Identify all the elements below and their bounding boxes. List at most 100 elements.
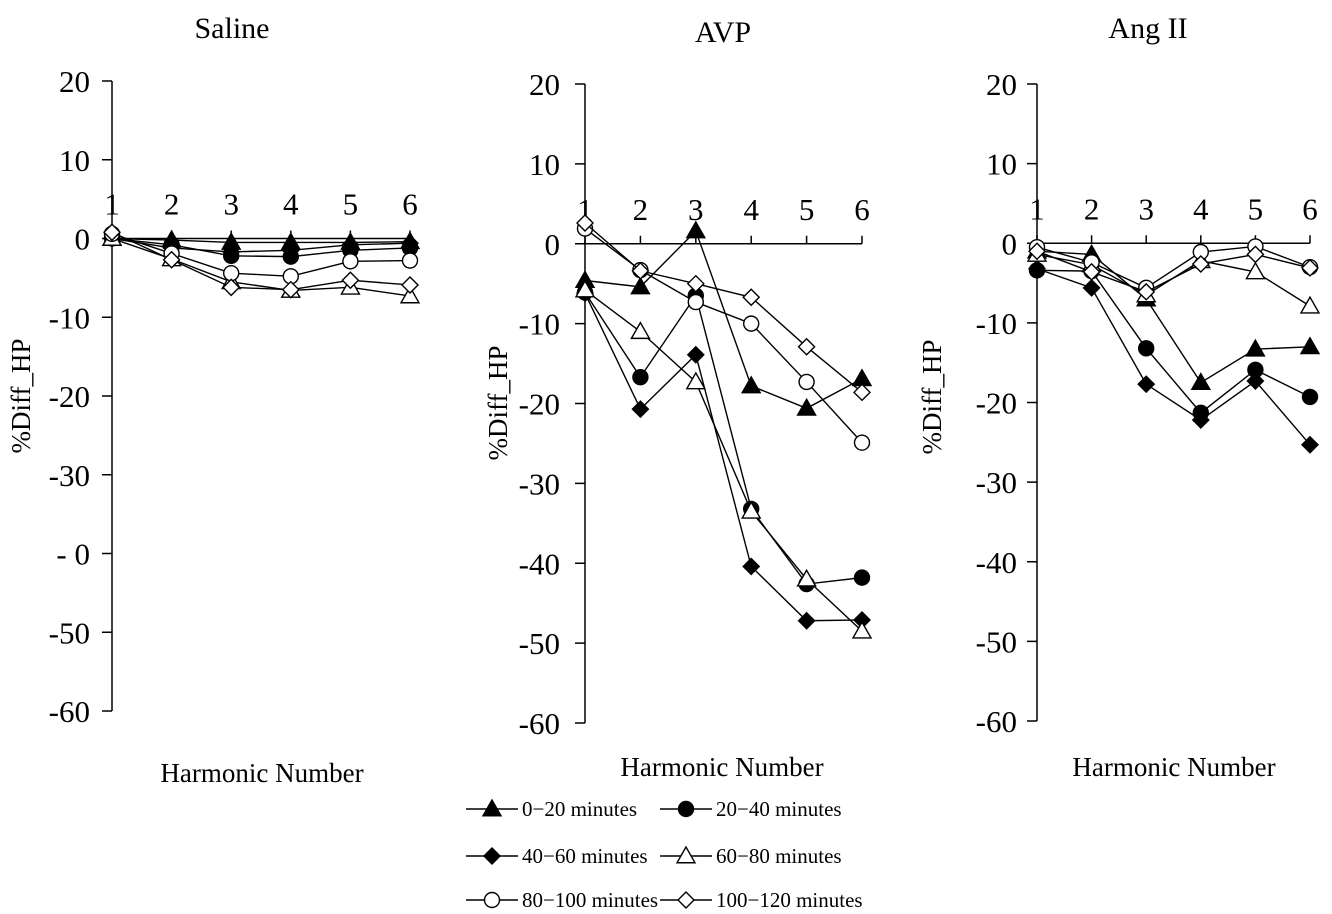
y-tick-label: -40 [976,545,1017,580]
series-line [1036,268,1311,446]
x-axis-label: Harmonic Number [1072,752,1275,782]
data-point [630,321,651,340]
series-line [111,237,411,253]
data-point [796,568,817,587]
x-tick-label: 4 [283,187,299,222]
panel-title: Ang II [1108,12,1187,45]
x-tick-label: 4 [743,192,759,227]
data-point [1137,340,1155,357]
series-line [1036,250,1311,293]
y-tick-label: 20 [529,67,560,102]
data-point [1028,242,1046,261]
panel-title: AVP [695,16,751,49]
legend-entry-2: 20−40 minutes [660,797,842,821]
series-line [111,233,411,278]
data-point [1190,372,1212,391]
x-axis-label: Harmonic Number [620,752,823,782]
data-point [1299,336,1321,355]
series-4 [101,228,421,304]
data-point [685,220,707,239]
chart-panel-1: Saline 20 10 0 -10 -20 -30 - 0 -50 -60 1 2 3 4 5 6 %Diff… [6,12,421,788]
y-tick-label: 20 [59,64,90,99]
legend-label: 80−100 minutes [522,888,658,912]
series-3 [103,229,419,261]
panel-title: Saline [195,12,270,45]
y-tick-label: 0 [545,227,561,262]
x-tick-label: 2 [164,187,180,222]
y-tick-label: -50 [49,615,90,650]
data-point [222,242,241,261]
legend-entry-1: 0−20 minutes [466,797,637,821]
series-line [1036,253,1311,307]
chart-panel-3: Ang II 20 10 0 -10 -20 -30 -40 -50 -60 1 2 3 4 5 6 %Diff… [917,12,1321,782]
data-point [341,235,360,254]
x-tick-label: 6 [854,192,870,227]
data-point [1082,278,1101,297]
data-point [1246,245,1265,264]
data-point [162,250,181,269]
y-tick-label: - 0 [56,537,90,572]
data-point [798,373,815,391]
series-2 [576,284,871,593]
y-tick-label: -10 [976,306,1017,341]
y-tick-label: 10 [986,147,1017,182]
series-line [111,237,411,244]
data-point [630,276,651,295]
data-point [851,620,873,639]
y-tick-label: -20 [49,379,90,414]
data-point [796,397,817,416]
y-tick-label: 10 [59,143,90,178]
y-axis-label: %Diff_HP [6,338,36,453]
y-tick-label: -60 [519,706,560,741]
data-point [686,274,705,293]
data-point [1082,262,1101,281]
data-point [1245,338,1266,357]
legend-label: 40−60 minutes [522,844,648,868]
x-tick-label: 6 [402,187,418,222]
data-point [1137,375,1156,394]
series-line [584,228,863,444]
legend: 0−20 minutes 20−40 minutes 40−60 minutes 60… [466,797,863,912]
x-tick-label: 5 [799,192,815,227]
data-point [401,275,419,294]
y-tick-label: -10 [49,300,90,335]
data-point [1245,261,1266,280]
y-tick-label: -20 [976,386,1017,421]
legend-entry-6: 100−120 minutes [660,888,863,912]
data-point [1299,295,1321,314]
legend-label: 0−20 minutes [522,797,637,821]
data-point [1246,372,1265,390]
x-tick-label: 4 [1193,191,1209,226]
data-point [222,278,241,297]
x-tick-label: 5 [343,187,359,222]
series-line [1036,250,1311,384]
legend-marker [677,891,695,909]
data-point [1137,282,1156,301]
data-point [853,383,871,402]
y-tick-label: -50 [976,624,1017,659]
y-axis-label: %Diff_HP [483,345,513,460]
y-tick-label: -60 [976,704,1017,739]
series-4 [574,279,873,639]
series-5 [576,220,871,451]
y-tick-label: -40 [519,546,560,581]
y-tick-label: 0 [75,222,91,257]
data-point [742,557,761,576]
y-tick-label: -50 [519,626,560,661]
series-5 [1028,238,1319,297]
legend-label: 20−40 minutes [716,797,842,821]
y-tick-label: -30 [49,458,90,493]
data-point [1191,411,1210,430]
series-line [584,289,863,632]
series-6 [103,223,419,299]
series-6 [576,213,871,402]
legend-entry-4: 60−80 minutes [660,844,842,868]
x-tick-label: 3 [223,187,239,222]
data-point [631,400,650,419]
series-4 [1026,243,1321,314]
x-tick-label: 1 [1029,191,1045,226]
data-point [1028,259,1046,278]
y-tick-label: 10 [529,147,560,182]
data-point [342,253,359,270]
x-tick-label: 6 [1302,191,1318,226]
